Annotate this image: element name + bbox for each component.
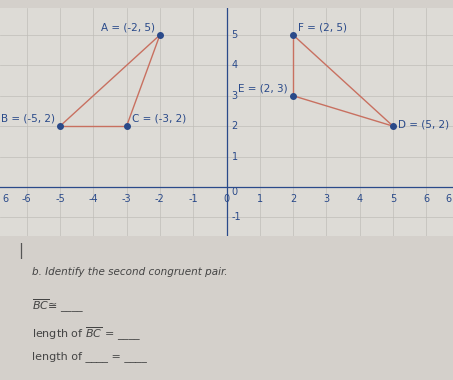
Text: B = (-5, 2): B = (-5, 2) <box>1 114 55 124</box>
Text: 3: 3 <box>323 194 329 204</box>
Text: 0: 0 <box>223 194 230 204</box>
Text: 2: 2 <box>290 194 296 204</box>
Text: 5: 5 <box>390 194 396 204</box>
Text: 1: 1 <box>257 194 263 204</box>
Text: 2: 2 <box>231 121 238 131</box>
Text: -1: -1 <box>188 194 198 204</box>
Text: -2: -2 <box>155 194 165 204</box>
Text: -5: -5 <box>55 194 65 204</box>
Text: 0: 0 <box>231 187 238 197</box>
Text: 4: 4 <box>357 194 363 204</box>
Text: length of $\overline{BC}$ = ____: length of $\overline{BC}$ = ____ <box>32 325 141 343</box>
Text: 6: 6 <box>423 194 429 204</box>
Text: $\overline{BC}$≅ ____: $\overline{BC}$≅ ____ <box>32 298 84 315</box>
Text: C = (-3, 2): C = (-3, 2) <box>131 114 186 124</box>
Text: E = (2, 3): E = (2, 3) <box>238 83 288 93</box>
Text: |: | <box>18 243 23 259</box>
Text: 3: 3 <box>231 91 238 101</box>
Text: -6: -6 <box>22 194 31 204</box>
Text: -4: -4 <box>88 194 98 204</box>
Text: -3: -3 <box>122 194 131 204</box>
Text: -1: -1 <box>231 212 241 222</box>
Text: A = (-2, 5): A = (-2, 5) <box>101 22 155 33</box>
Text: D = (5, 2): D = (5, 2) <box>398 120 449 130</box>
Text: 5: 5 <box>231 30 238 40</box>
Text: b. Identify the second congruent pair.: b. Identify the second congruent pair. <box>32 268 227 277</box>
Text: 6: 6 <box>445 194 451 204</box>
Text: F = (2, 5): F = (2, 5) <box>298 22 347 33</box>
Text: 6: 6 <box>2 194 8 204</box>
Text: length of ____ = ____: length of ____ = ____ <box>32 351 147 362</box>
Text: 1: 1 <box>231 152 238 162</box>
Text: 4: 4 <box>231 60 238 70</box>
